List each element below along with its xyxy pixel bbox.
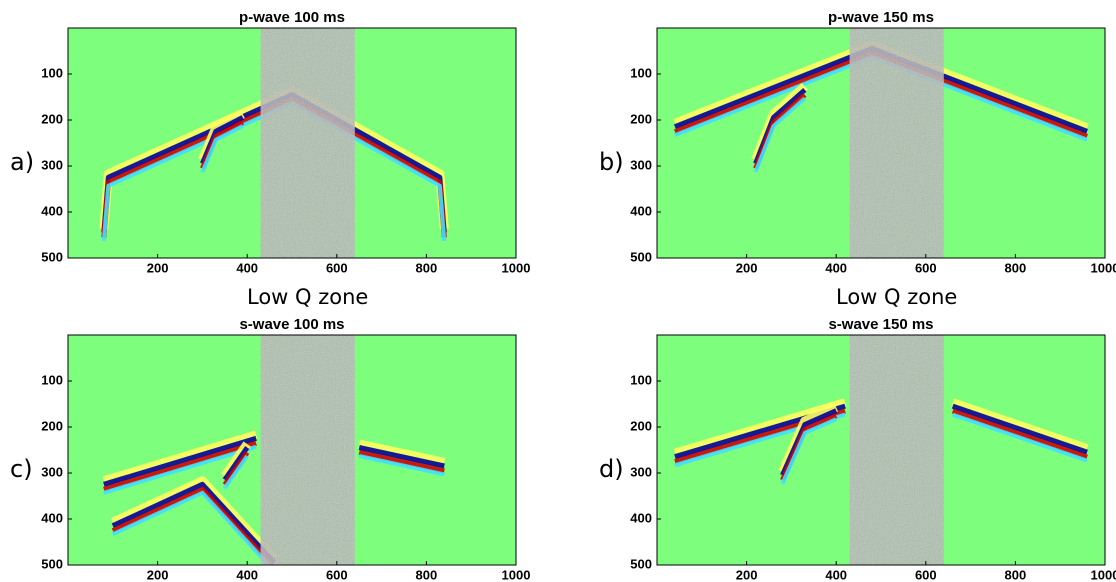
panel-title: p-wave 100 ms <box>239 9 345 26</box>
low-q-noise <box>260 28 355 258</box>
wavefront <box>358 445 445 469</box>
x-tick-label: 400 <box>236 567 258 582</box>
y-tick-label: 400 <box>41 203 63 218</box>
x-tick-label: 600 <box>915 567 937 582</box>
y-tick-label: 200 <box>630 418 652 433</box>
x-tick-label: 400 <box>825 260 847 275</box>
wavefront <box>780 417 838 485</box>
y-tick-label: 100 <box>41 372 63 387</box>
wavefront <box>111 490 272 565</box>
y-tick-label: 300 <box>41 157 63 172</box>
panel: 200 400 600 800 1000 100 200 300 400 500 s-wave 15… <box>599 316 1116 582</box>
panel-title: p-wave 150 ms <box>828 9 934 26</box>
wavefront <box>753 96 807 173</box>
x-tick-label: 200 <box>736 567 758 582</box>
y-tick-label: 100 <box>41 65 63 80</box>
x-tick-label: 200 <box>147 567 169 582</box>
x-tick-label: 1000 <box>1091 260 1116 275</box>
x-tick-label: 600 <box>326 260 348 275</box>
y-tick-label: 100 <box>630 372 652 387</box>
annotation: Low Q zone <box>247 285 368 309</box>
wavefield <box>102 430 446 565</box>
panel: 200 400 600 800 1000 100 200 300 400 500 p-wave 10… <box>10 9 530 309</box>
wavefront <box>103 444 257 495</box>
panel-label: d) <box>599 455 624 483</box>
y-tick-label: 500 <box>41 556 63 571</box>
y-tick-label: 300 <box>630 464 652 479</box>
x-tick-label: 400 <box>825 567 847 582</box>
wavefront <box>222 446 250 482</box>
wavefront <box>103 440 257 492</box>
y-tick-label: 300 <box>41 464 63 479</box>
axes-frame <box>656 27 1106 259</box>
x-tick-label: 1000 <box>502 567 531 582</box>
wavefront <box>111 486 276 565</box>
x-tick-label: 400 <box>236 260 258 275</box>
panel: 200 400 600 800 1000 100 200 300 400 500 p-wave 15… <box>599 9 1116 309</box>
wavefront <box>951 403 1088 455</box>
y-tick-label: 100 <box>630 65 652 80</box>
y-tick-label: 400 <box>630 510 652 525</box>
y-tick-label: 500 <box>630 556 652 571</box>
x-tick-label: 600 <box>915 260 937 275</box>
wavefront <box>223 454 249 490</box>
y-tick-label: 500 <box>630 249 652 264</box>
panel: 200 400 600 800 1000 100 200 300 400 500 s-wave 10… <box>10 316 530 582</box>
x-tick-label: 200 <box>147 260 169 275</box>
wavefront <box>358 439 446 467</box>
annotation: Low Q zone <box>836 285 957 309</box>
wavefront <box>951 408 1088 460</box>
axes-frame <box>67 27 517 259</box>
x-tick-label: 1000 <box>1091 567 1116 582</box>
low-q-noise <box>260 335 355 565</box>
x-tick-label: 800 <box>1005 260 1027 275</box>
wavefront <box>103 435 257 487</box>
panel-title: s-wave 150 ms <box>828 316 933 333</box>
wavefront <box>200 124 244 173</box>
wavefront <box>358 454 445 477</box>
wavefield <box>673 398 1089 485</box>
axes-frame <box>67 334 517 566</box>
y-tick-label: 500 <box>41 249 63 264</box>
panel-label: c) <box>10 455 33 483</box>
y-tick-label: 300 <box>630 157 652 172</box>
wavefront <box>102 430 258 486</box>
x-tick-label: 800 <box>416 260 438 275</box>
low-q-noise <box>849 28 944 258</box>
wavefront <box>358 450 445 474</box>
x-tick-label: 200 <box>736 260 758 275</box>
wavefront <box>111 481 276 565</box>
axes-frame <box>656 334 1106 566</box>
y-tick-label: 400 <box>41 510 63 525</box>
y-tick-label: 200 <box>41 418 63 433</box>
x-tick-label: 800 <box>416 567 438 582</box>
y-tick-label: 200 <box>41 111 63 126</box>
x-tick-label: 1000 <box>502 260 531 275</box>
panel-label: a) <box>10 148 34 176</box>
low-q-noise <box>849 335 944 565</box>
y-tick-label: 200 <box>630 111 652 126</box>
x-tick-label: 600 <box>326 567 348 582</box>
panel-label: b) <box>599 148 624 176</box>
y-tick-label: 400 <box>630 203 652 218</box>
x-tick-label: 800 <box>1005 567 1027 582</box>
wavefront <box>951 398 1089 453</box>
wavefront <box>952 412 1088 463</box>
panel-title: s-wave 100 ms <box>239 316 344 333</box>
